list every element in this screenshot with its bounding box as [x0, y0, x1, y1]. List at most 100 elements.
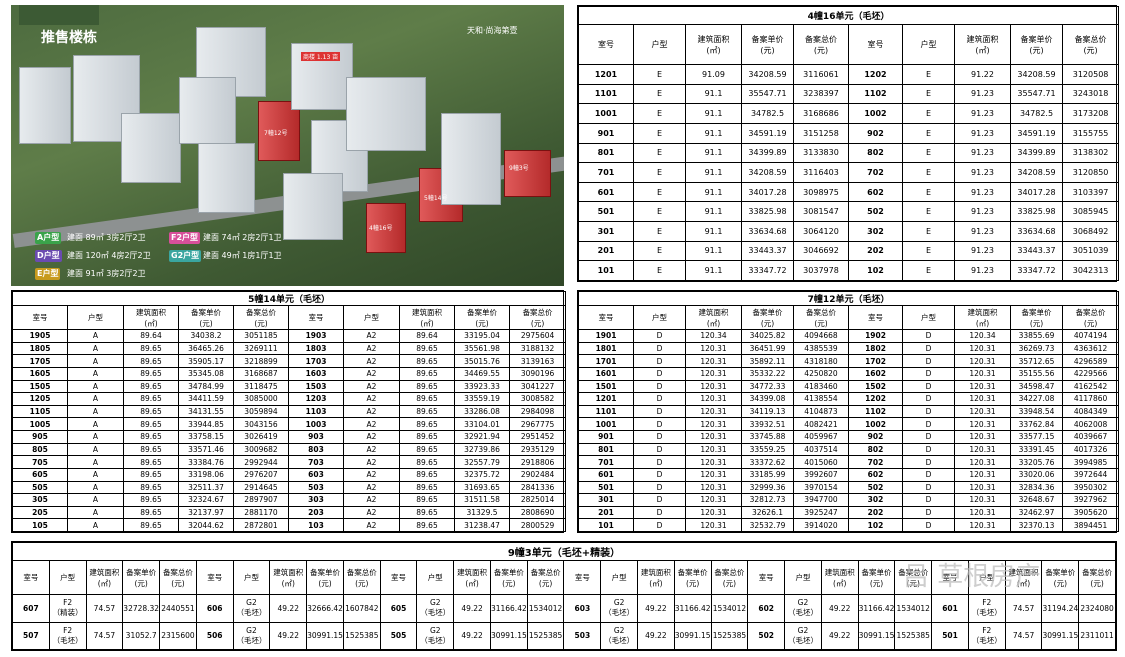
cell: 89.65 [399, 417, 455, 431]
cell: 502 [848, 480, 903, 495]
cell: 34399.08 [741, 392, 794, 406]
header-total-price-line1: 备案总价 [806, 307, 836, 317]
cell: 902 [848, 122, 903, 144]
header-area-line2: (㎡) [465, 578, 479, 588]
price-table-building-5: 5幢14单元（毛坯） 室号 户型 建筑面积 (㎡) 备案单价 (元) 备案总价 (元) 室号 户型… [11, 290, 567, 533]
cell: 705 [12, 455, 68, 469]
header-total-price-line2: (元) [1090, 578, 1104, 588]
cell: 89.65 [399, 354, 455, 368]
header-room: 室号 [931, 560, 969, 595]
cell: 901 [578, 430, 634, 444]
cell: D [902, 379, 955, 394]
cell: A2 [343, 417, 400, 431]
header-area: 建筑面积 (㎡) [954, 24, 1011, 65]
cell: 91.1 [685, 221, 742, 242]
cell: E [633, 260, 686, 281]
cell: 91.23 [954, 122, 1011, 144]
cell: 3994985 [1061, 455, 1120, 469]
cell: A2 [343, 455, 400, 469]
cell: E [902, 162, 955, 183]
header-area-line1: 建筑面积 [640, 567, 671, 577]
cell: 120.34 [685, 329, 742, 343]
header-unit-price: 备案单价 (元) [1010, 24, 1063, 65]
cell-unit-price: 30991.15 [857, 621, 896, 650]
cell: E [902, 181, 955, 203]
cell: 35155.56 [1010, 366, 1063, 381]
cell: 34131.55 [178, 404, 234, 419]
cell: 3116403 [793, 162, 849, 183]
cell: A2 [343, 505, 400, 520]
cell-type: F2 （毛坯） [967, 594, 1006, 623]
header-type-line1: 户型 [60, 573, 76, 582]
cell: 32557.79 [454, 455, 510, 469]
cell: 91.23 [954, 162, 1011, 183]
cell: 203 [288, 505, 344, 520]
cell: 3043156 [233, 417, 289, 431]
cell-room: 505 [379, 621, 418, 650]
cell: D [633, 392, 686, 406]
cell: 89.65 [123, 480, 179, 495]
cell: 2825014 [508, 493, 567, 507]
cell: 89.65 [399, 379, 455, 394]
header-area: 建筑面积 (㎡) [399, 305, 455, 330]
cell-unit-price: 30991.15 [1041, 621, 1080, 650]
cell: 202 [848, 505, 903, 520]
cell: 1802 [848, 341, 903, 356]
aerial-rendering: 推售楼栋 天和·尚海第壹 商楼 1.13 亩 7幢12号 5幢14号 4幢16号… [11, 5, 564, 286]
table-title: 4幢16单元（毛坯） [577, 6, 1120, 25]
cell: D [902, 505, 955, 520]
cell: 3151258 [793, 122, 849, 144]
cell: A [67, 329, 124, 343]
table-row: 1905 A 89.64 34038.2 3051185 1903 A2 89.64 33195… [12, 329, 567, 343]
header-room: 室号 [12, 305, 68, 330]
cell: 89.65 [399, 505, 455, 520]
header-room-line1: 室号 [598, 40, 614, 49]
header-type: 户型 [416, 560, 455, 595]
table-row: 1005 A 89.65 33944.85 3043156 1003 A2 89.65 3310… [12, 417, 567, 431]
header-room-line1: 室号 [942, 573, 958, 582]
cell: 89.65 [399, 404, 455, 419]
cell: 702 [848, 455, 903, 469]
table-row: 507 F2 （毛坯） 74.57 31052.7 2315600 506 G2 （毛坯） 49.… [12, 621, 1116, 650]
cell: A [67, 480, 124, 495]
cell: 3972644 [1061, 467, 1120, 482]
cell: 2902484 [508, 467, 567, 482]
legend-tag-d: D户型 [35, 250, 62, 262]
cell: 35332.22 [741, 366, 794, 381]
cell: D [902, 442, 955, 457]
cell: 3051039 [1061, 240, 1120, 262]
cell-type-code: G2 [797, 625, 809, 635]
header-total-price: 备案总价 (元) [159, 560, 197, 595]
cell-type-code: F2 [63, 598, 73, 608]
table-row: 705 A 89.65 33384.76 2992944 703 A2 89.65 32557.… [12, 455, 567, 469]
cell: 120.31 [685, 518, 742, 532]
header-total-price-line1: 备案总价 [714, 567, 745, 577]
cell: E [633, 64, 686, 85]
header-total-price: 备案总价 (元) [793, 305, 849, 330]
cell: A2 [343, 404, 400, 419]
building-label: 7幢12号 [264, 130, 288, 137]
cell: 501 [578, 480, 634, 495]
cell-room: 507 [12, 621, 50, 650]
cell: 120.31 [954, 518, 1011, 532]
cell: 2918806 [508, 455, 567, 469]
cell: 33185.99 [741, 467, 794, 482]
cell: 120.31 [685, 505, 742, 520]
header-area-line2: (㎡) [281, 578, 295, 588]
cell: 605 [12, 467, 68, 482]
table-row: 1105 A 89.65 34131.55 3059894 1103 A2 89.65 3328… [12, 404, 567, 419]
cell-area: 74.57 [1004, 621, 1043, 650]
cell: 91.1 [685, 122, 742, 144]
cell: 803 [288, 442, 344, 457]
cell: 3894451 [1061, 518, 1120, 532]
header-total-price-line2: (元) [530, 318, 545, 328]
header-total-price-line1: 备案总价 [1075, 307, 1106, 317]
cell: 3905620 [1061, 505, 1120, 520]
cell: 33745.88 [741, 430, 794, 444]
cell: 32044.62 [178, 518, 234, 532]
cell: 35547.71 [1010, 83, 1063, 105]
cell: 34782.5 [1010, 103, 1063, 124]
cell-area: 49.22 [453, 594, 491, 623]
cell: 301 [578, 221, 634, 242]
header-total-price-line2: (元) [355, 578, 369, 588]
